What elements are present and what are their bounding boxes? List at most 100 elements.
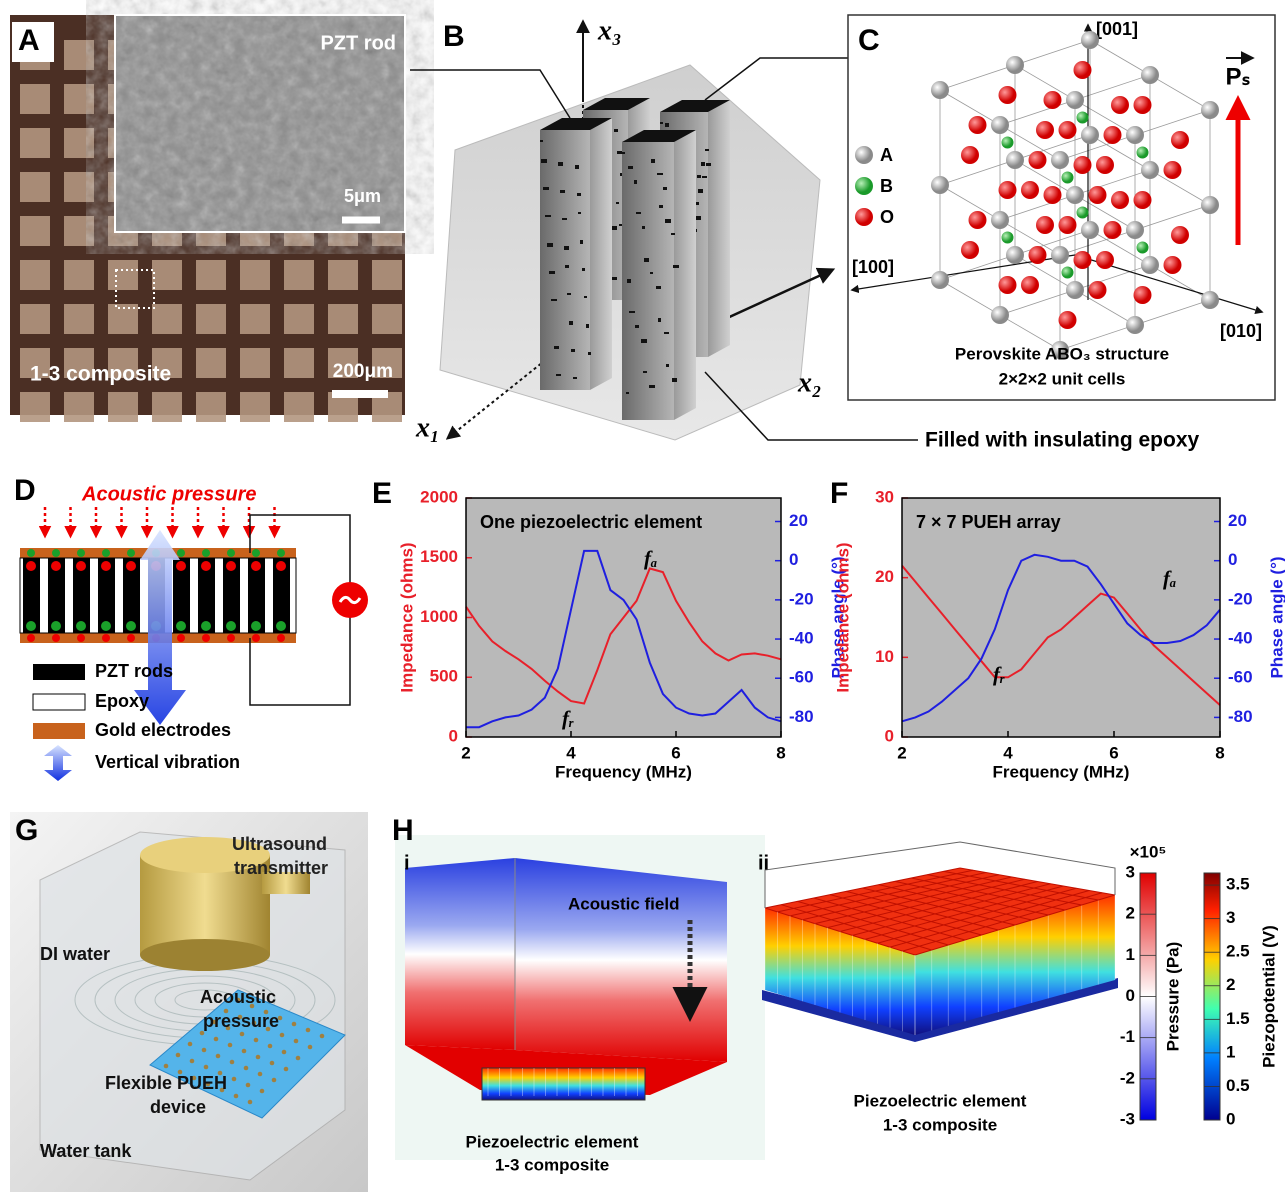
colorbar-tick-label: 2 <box>1126 904 1135 923</box>
decoration <box>252 634 260 642</box>
y2-tick-label: -80 <box>789 707 814 726</box>
decoration <box>1201 101 1219 119</box>
decoration <box>663 187 667 190</box>
annotation: device <box>150 1097 206 1117</box>
annotation: Flexible PUEH <box>105 1073 227 1093</box>
x-tick-label: 2 <box>897 743 906 762</box>
legend-label: B <box>880 176 893 196</box>
plot-background <box>902 498 1220 737</box>
colorbar-tick-label: 1 <box>1126 945 1135 964</box>
decoration <box>706 163 711 166</box>
decoration <box>251 561 261 571</box>
decoration <box>673 265 679 268</box>
decoration <box>276 561 286 571</box>
decoration <box>543 187 549 190</box>
decoration <box>328 260 358 290</box>
annotation: Water tank <box>40 1141 132 1161</box>
panel-label: G <box>15 814 38 847</box>
y2-tick-label: 0 <box>789 550 798 569</box>
decoration <box>701 162 705 166</box>
decoration <box>1029 246 1047 264</box>
decoration <box>961 241 979 259</box>
note: Filled with insulating epoxy <box>925 429 1200 452</box>
decoration <box>20 128 50 158</box>
decoration <box>708 100 730 357</box>
decoration <box>328 304 358 334</box>
decoration <box>641 339 647 343</box>
decoration <box>284 1067 289 1072</box>
decoration <box>649 385 655 388</box>
decoration <box>52 549 60 557</box>
decoration <box>1081 126 1099 144</box>
decoration <box>20 84 50 114</box>
decoration <box>164 1064 169 1069</box>
decoration <box>102 549 110 557</box>
decoration <box>1134 191 1152 209</box>
y2-tick-label: -40 <box>1228 629 1253 648</box>
decoration <box>643 371 647 373</box>
decoration <box>664 332 669 334</box>
colorbar-tick-label: 2.5 <box>1226 942 1250 961</box>
decoration <box>588 352 591 355</box>
decoration <box>202 634 210 642</box>
decoration <box>931 176 949 194</box>
decoration <box>1134 96 1152 114</box>
decoration <box>1171 131 1189 149</box>
panel-label: D <box>14 474 36 507</box>
panel-label: F <box>830 477 848 510</box>
annotation: Acoustic field <box>568 894 679 913</box>
decoration <box>575 165 579 169</box>
decoration <box>672 378 677 382</box>
y-tick-label: 1500 <box>420 547 458 566</box>
colorbar-label: Pressure (Pa) <box>1163 942 1182 1052</box>
decoration <box>152 392 182 422</box>
decoration <box>1002 137 1014 149</box>
decoration <box>64 172 94 202</box>
decoration <box>1111 96 1129 114</box>
colorbar-tick-label: 1.5 <box>1226 1009 1250 1028</box>
decoration <box>1002 232 1014 244</box>
caption: 1-3 composite <box>495 1155 609 1174</box>
caption: 2×2×2 unit cells <box>999 369 1126 388</box>
decoration <box>931 81 949 99</box>
decoration <box>242 1049 247 1054</box>
decoration <box>308 1045 313 1050</box>
x-axis-label: Frequency (MHz) <box>993 762 1130 781</box>
decoration <box>642 226 645 229</box>
decoration <box>1141 161 1159 179</box>
axis-label: x₃ <box>597 15 622 46</box>
axis-label: x₁ <box>415 412 440 443</box>
decoration <box>1164 256 1182 274</box>
x-tick-label: 6 <box>671 743 680 762</box>
decoration <box>20 216 50 246</box>
decoration <box>126 621 136 631</box>
decoration <box>666 364 669 367</box>
decoration <box>214 1037 219 1042</box>
inset-scale: 5μm <box>344 186 381 206</box>
decoration <box>573 377 577 379</box>
annotation: pressure <box>203 1011 279 1031</box>
decoration <box>1059 311 1077 329</box>
decoration <box>855 146 873 164</box>
decoration <box>77 549 85 557</box>
decoration <box>554 346 559 349</box>
decoration <box>1066 281 1084 299</box>
decoration <box>698 189 703 193</box>
decoration <box>580 240 583 244</box>
decoration <box>1036 216 1054 234</box>
decoration <box>202 1048 207 1053</box>
decoration <box>152 304 182 334</box>
annotation: fᵣ <box>562 706 574 730</box>
decoration <box>584 296 587 298</box>
decoration <box>1074 61 1092 79</box>
decoration <box>140 939 270 971</box>
chart-title: 7 × 7 PUEH array <box>916 512 1061 532</box>
decoration <box>991 211 1009 229</box>
y2-tick-label: -80 <box>1228 707 1253 726</box>
decoration <box>1074 251 1092 269</box>
decoration <box>102 634 110 642</box>
colorbar-tick-label: 0 <box>1126 986 1135 1005</box>
decoration <box>20 172 50 202</box>
decoration <box>1051 246 1069 264</box>
annotation: fₐ <box>644 546 657 570</box>
